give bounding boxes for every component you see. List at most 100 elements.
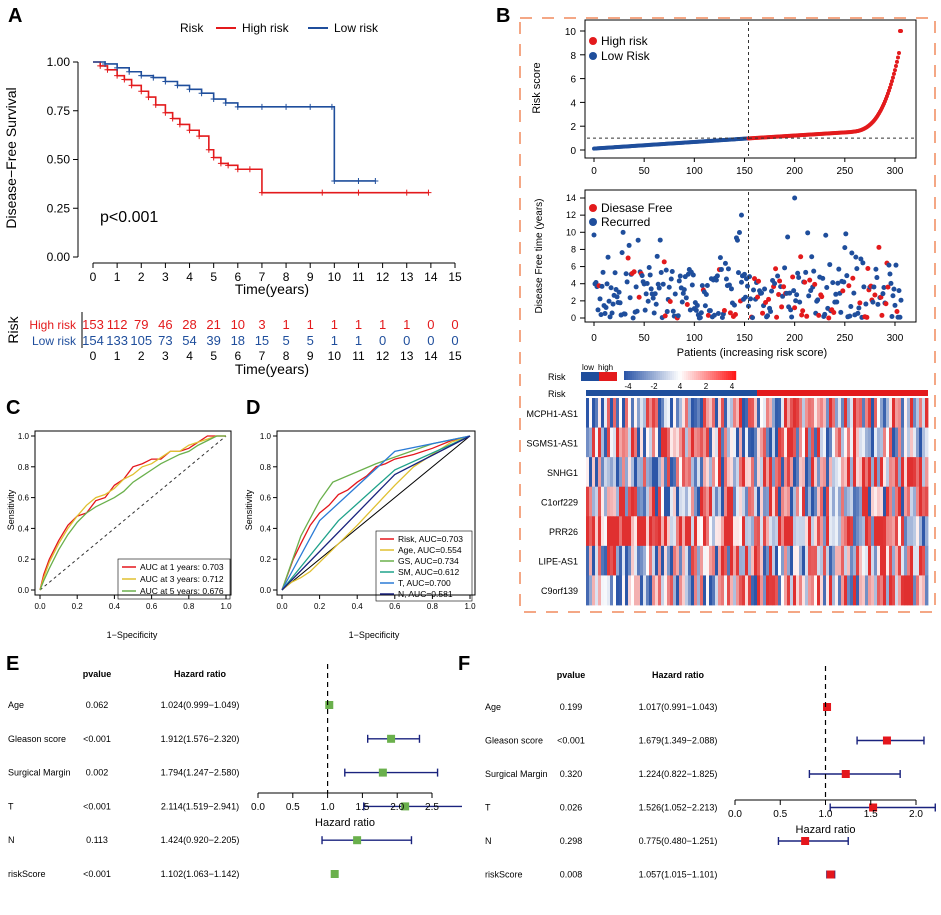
heat-cell [814, 398, 818, 428]
heat-cell [628, 516, 632, 547]
risk-table-x-tick-label: 7 [259, 349, 266, 363]
d-plot-x-tick-label: 0.4 [352, 602, 364, 611]
heat-cell [664, 516, 668, 547]
heat-cell [877, 486, 881, 517]
km-legend-high: High risk [242, 21, 290, 35]
heat-cell [646, 516, 650, 547]
heat-cell [880, 486, 884, 517]
heat-cell [715, 516, 719, 547]
heat-cell [805, 486, 809, 517]
heat-cell [766, 516, 770, 547]
f-plot-row-pvalue: 0.008 [560, 870, 583, 880]
heat-cell [916, 398, 920, 428]
heat-cell [760, 457, 764, 488]
heat-scale-cell [700, 371, 703, 380]
b2-x-tick-label: 300 [887, 333, 904, 344]
d-plot-y-tick-label: 0.6 [260, 494, 272, 503]
heat-cell [655, 398, 659, 428]
heat-cell [592, 398, 596, 428]
heat-gene-label: PRR26 [549, 527, 578, 537]
heat-cell [853, 457, 857, 488]
d-plot-legend-label: N, AUC=0.581 [398, 589, 453, 599]
b2-point [819, 294, 825, 300]
heat-cell [907, 516, 911, 547]
risk-table-cell: 1 [307, 317, 314, 332]
heat-cell [787, 486, 791, 517]
heat-cell [748, 575, 752, 606]
heat-cell [706, 398, 710, 428]
km-censor-mark [307, 103, 314, 110]
heat-cell [796, 398, 800, 428]
heat-cell [883, 545, 887, 576]
heat-cell [790, 545, 794, 576]
heat-cell [589, 457, 593, 488]
heat-cell [604, 457, 608, 488]
heat-cell [748, 427, 752, 458]
b2-point [681, 287, 687, 293]
b1-x-tick-label: 200 [786, 166, 803, 177]
km-censor-mark [114, 64, 121, 71]
heat-cell [838, 516, 842, 547]
b2-point [623, 271, 629, 277]
heat-cell [616, 575, 620, 606]
heat-cell [610, 398, 614, 428]
km-censor-mark [152, 101, 159, 108]
heat-cell [697, 398, 701, 428]
heat-cell [829, 427, 833, 458]
heat-scale-cell [630, 371, 633, 380]
risk-table-cell: 46 [158, 317, 172, 332]
b2-point [711, 312, 717, 318]
risk-table-cell: 0 [403, 333, 410, 348]
km-x-tick-label: 7 [259, 270, 266, 284]
risk-table-cell: 21 [206, 317, 220, 332]
heat-cell [832, 486, 836, 517]
heat-scale-cell [634, 371, 637, 380]
heat-cell [724, 545, 728, 576]
b2-point [898, 297, 904, 303]
risk-table-cell: 1 [379, 317, 386, 332]
heat-cell [826, 516, 830, 547]
km-censor-mark [331, 177, 338, 184]
heat-cell [865, 398, 869, 428]
b2-point [636, 294, 642, 300]
roc-time-plot: 0.0 0.0 0.2 0.2 0.4 0.4 0.6 0.6 0.8 0.8 1.0 1.0 AUC … [18, 430, 232, 611]
heat-cell [823, 516, 827, 547]
heat-cell [688, 486, 692, 517]
heat-scale-cell [636, 371, 639, 380]
b2-point [844, 273, 850, 279]
heat-cell [904, 457, 908, 488]
heat-cell [709, 398, 713, 428]
heat-scale-cell [688, 371, 691, 380]
b2-point [612, 270, 618, 276]
f-plot-row-label: Surgical Margin [485, 769, 548, 779]
b2-point [885, 284, 891, 290]
b2-point [736, 230, 742, 236]
heat-cell [853, 516, 857, 547]
heat-cell [727, 457, 731, 488]
heat-cell [814, 457, 818, 488]
heat-risk-bar-high [757, 390, 928, 396]
km-censor-mark [319, 189, 326, 196]
f-plot-row-pvalue: 0.298 [560, 836, 583, 846]
heat-cell [697, 516, 701, 547]
heat-scale-cell [712, 371, 715, 380]
b2-point [831, 309, 837, 315]
heat-cell [892, 457, 896, 488]
heat-cell [742, 486, 746, 517]
heat-cell [706, 427, 710, 458]
heat-cell [673, 457, 677, 488]
b2-point [595, 307, 601, 313]
heat-cell [700, 427, 704, 458]
heat-cell [781, 457, 785, 488]
b2-point [634, 308, 640, 314]
b2-point [631, 269, 637, 275]
heat-cell [700, 545, 704, 576]
b2-point [646, 265, 652, 271]
heat-cell [790, 398, 794, 428]
heat-cell [682, 457, 686, 488]
km-y-tick-label: 0.50 [47, 153, 71, 167]
heat-cell [697, 545, 701, 576]
b1-point [889, 79, 894, 84]
b1-point [894, 59, 899, 64]
heat-cell [706, 575, 710, 606]
